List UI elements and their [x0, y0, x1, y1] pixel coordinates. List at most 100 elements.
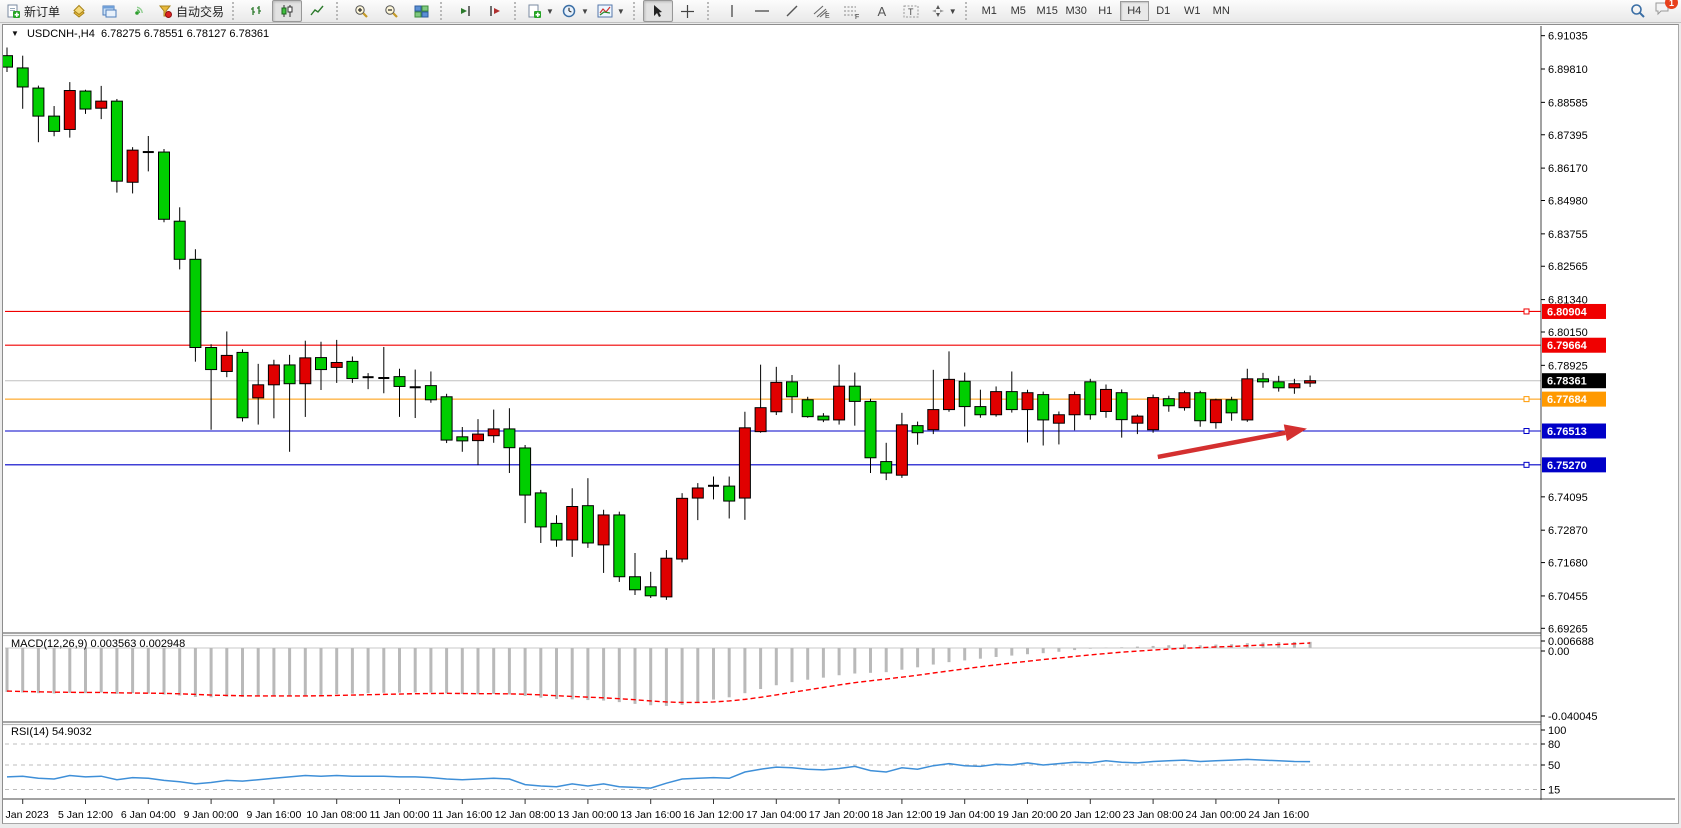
horizontal-line-button[interactable] [747, 0, 777, 22]
timeframe-h4-button[interactable]: H4 [1119, 1, 1149, 21]
new-chart-button[interactable] [64, 0, 94, 22]
macd-histogram [5, 641, 1312, 706]
chevron-down-icon: ▼ [580, 6, 589, 16]
chart-collapse-caret-icon[interactable]: ▼ [11, 29, 19, 38]
candle-body [691, 487, 704, 499]
macd-panel-label: MACD(12,26,9) 0.003563 0.002948 [11, 638, 186, 650]
candle-body [110, 100, 123, 182]
level-handle-icon[interactable] [1523, 396, 1530, 403]
candle-body [629, 576, 641, 591]
text-label-button[interactable]: T [897, 0, 927, 22]
profiles-icon [102, 5, 117, 18]
svg-text:F: F [855, 14, 859, 19]
time-tick-label: 12 Jan 08:00 [495, 809, 556, 821]
timeframe-w1-button[interactable]: W1 [1183, 5, 1201, 17]
annotation-arrow[interactable] [1157, 430, 1286, 460]
candle-body [79, 90, 92, 110]
timeframe-mn-button[interactable]: MN [1212, 5, 1230, 17]
new-order-button[interactable]: 新订单 [3, 0, 64, 22]
price-tick-label: 6.84980 [1548, 196, 1588, 208]
candle-body [393, 376, 406, 387]
zoom-out-button[interactable] [376, 0, 406, 22]
level-handle-icon[interactable] [1523, 308, 1530, 315]
rsi-axis-label: 100 [1548, 725, 1566, 737]
candle-body [1037, 394, 1050, 421]
chevron-down-icon: ▼ [546, 6, 554, 16]
price-tick-label: 6.81340 [1548, 295, 1588, 307]
profiles-button[interactable] [94, 0, 124, 22]
annotation-arrow-head[interactable] [1283, 424, 1307, 442]
signals-button[interactable] [124, 0, 154, 22]
candlestick-mode-button[interactable] [272, 0, 303, 22]
timeframe-m5-button[interactable]: M5 [1010, 5, 1026, 17]
text-button[interactable]: A [867, 0, 897, 22]
chart-ohlc-label: 6.78275 6.78551 6.78127 6.78361 [100, 28, 270, 40]
candle-body [974, 406, 987, 416]
zoom-in-button[interactable] [346, 0, 376, 22]
level-handle-icon[interactable] [1523, 461, 1530, 468]
new-order-dropdown-button[interactable]: ▼ [524, 0, 558, 22]
price-level-tag[interactable] [1542, 457, 1606, 473]
chart-symbol-label: USDCNH-,H4 [26, 28, 95, 40]
fibonacci-button[interactable]: F [837, 0, 867, 22]
timeframe-m30-button[interactable]: M30 [1065, 5, 1087, 17]
price-level-tag[interactable] [1542, 337, 1606, 353]
price-level-tag[interactable] [1542, 423, 1606, 439]
auto-trading-button[interactable]: 自动交易 [154, 0, 228, 22]
vertical-line-button[interactable] [717, 0, 747, 22]
line-chart-mode-button[interactable] [302, 0, 332, 22]
candle-body [126, 149, 139, 183]
candle-body [299, 357, 312, 385]
notifications-button[interactable]: 1 [1654, 0, 1678, 21]
candle-body [1225, 399, 1238, 414]
chart-shift-button[interactable] [450, 0, 480, 22]
bar-chart-mode-button[interactable] [242, 0, 272, 22]
level-handle-icon[interactable] [1523, 428, 1530, 435]
candle-body [864, 400, 877, 459]
candlestick-mode-icon [281, 5, 293, 17]
auto-scroll-button[interactable] [480, 0, 510, 22]
price-level-tag[interactable] [1542, 373, 1606, 389]
candle-body [676, 497, 689, 560]
candle-body [1288, 383, 1301, 389]
chart-shift-icon [461, 6, 470, 16]
candle-body [1068, 394, 1081, 416]
crosshair-button[interactable] [673, 0, 703, 22]
cursor-button[interactable] [642, 0, 673, 22]
candle-body [534, 492, 547, 528]
svg-text:E: E [825, 13, 830, 19]
tile-windows-button[interactable] [406, 0, 436, 22]
toolbar-separator [440, 2, 446, 20]
price-level-tag[interactable] [1542, 303, 1606, 319]
time-tick-label: 16 Jan 12:00 [683, 809, 744, 821]
chevron-down-icon: ▼ [948, 6, 957, 16]
price-level-tag[interactable] [1542, 391, 1606, 407]
timeframe-m15-button[interactable]: M15 [1036, 5, 1058, 17]
toolbar: 新订单 自动交易 [0, 0, 1681, 23]
chart-canvas[interactable]: 6.91035 6.89810 6.88585 6.87395 6.86170 6.849… [3, 25, 1678, 823]
toolbar-separator [514, 2, 520, 20]
timeframe-h1-button[interactable]: H1 [1098, 5, 1113, 17]
candle-body [990, 391, 1003, 416]
candle-body [613, 514, 626, 578]
horizontal-line-icon [754, 10, 769, 12]
svg-text:T: T [908, 7, 914, 17]
time-tick-label: 24 Jan 16:00 [1248, 809, 1309, 821]
trendline-button[interactable] [777, 0, 807, 22]
timeframe-m1-button[interactable]: M1 [981, 5, 997, 17]
rsi-line [6, 758, 1311, 789]
candle-body [1005, 391, 1018, 411]
candle-body [817, 415, 830, 421]
time-tick-label: 13 Jan 16:00 [620, 809, 681, 821]
arrows-button[interactable]: ▼ [927, 0, 961, 22]
fibonacci-icon: F [844, 6, 860, 19]
timeframe-d1-button[interactable]: D1 [1156, 5, 1171, 17]
indicators-button[interactable]: ▼ [593, 0, 629, 22]
search-icon[interactable] [1630, 3, 1646, 19]
price-level-tag-label: 6.79664 [1547, 340, 1588, 352]
periods-button[interactable]: ▼ [558, 0, 593, 22]
new-order-label: 新订单 [24, 4, 61, 19]
price-tick-label: 6.87395 [1548, 130, 1588, 142]
candle-body [1257, 378, 1269, 383]
equidistant-channel-button[interactable]: E [807, 0, 837, 22]
